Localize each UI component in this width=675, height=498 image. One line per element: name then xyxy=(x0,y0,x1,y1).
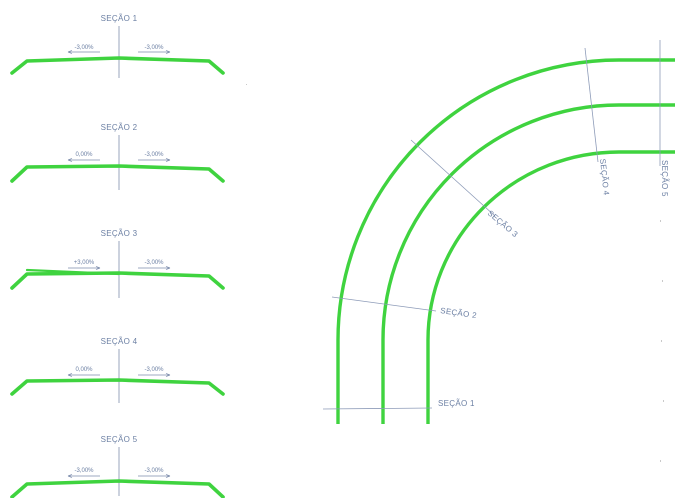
right-slope-arrow xyxy=(138,474,171,478)
road-profile xyxy=(10,479,225,498)
road-centerline xyxy=(381,103,675,424)
section-1-cut-line xyxy=(322,407,433,410)
left-slope-label: 0,00% xyxy=(75,367,93,373)
cross-section-5: SEÇÃO 5 -3,00% -3,00% xyxy=(10,435,225,498)
cross-section-1: SEÇÃO 1 -3,00% -3,00% xyxy=(10,14,225,78)
right-slope-label: -3,00% xyxy=(144,367,164,373)
road-profile xyxy=(10,378,225,396)
left-slope-arrow xyxy=(67,474,100,478)
section-4-cut-line xyxy=(584,47,599,163)
right-slope-arrow xyxy=(138,50,171,54)
left-slope-label: -3,00% xyxy=(74,468,94,474)
left-slope-label: -3,00% xyxy=(74,45,94,51)
left-slope-label: +3,00% xyxy=(74,260,95,266)
plan-view: SEÇÃO 1 SEÇÃO 2 SEÇÃO 3 SEÇÃO 4 SEÇÃO 5 xyxy=(322,40,675,424)
plan-label-section-3: SEÇÃO 3 xyxy=(486,209,520,240)
section-title: SEÇÃO 1 xyxy=(101,14,138,23)
cross-section-4: SEÇÃO 4 0,00% -3,00% xyxy=(10,337,225,403)
section-2-cut-line xyxy=(331,296,437,312)
right-slope-label: -3,00% xyxy=(144,260,164,266)
left-slope-arrow xyxy=(67,158,100,162)
left-slope-arrow xyxy=(67,50,100,54)
left-slope-arrow xyxy=(67,373,100,377)
scan-artifacts xyxy=(246,84,664,462)
road-outer-edge xyxy=(336,58,675,424)
section-title: SEÇÃO 5 xyxy=(101,435,138,444)
plan-label-section-1: SEÇÃO 1 xyxy=(438,399,475,408)
right-slope-arrow xyxy=(138,266,171,270)
plan-label-section-2: SEÇÃO 2 xyxy=(440,306,478,320)
left-slope-arrow xyxy=(68,266,101,270)
road-profile xyxy=(10,271,225,290)
road-profile xyxy=(10,56,225,75)
road-inner-edge xyxy=(426,150,675,424)
road-profile xyxy=(10,164,225,183)
plan-label-section-4: SEÇÃO 4 xyxy=(598,158,611,196)
right-slope-label: -3,00% xyxy=(144,468,164,474)
right-slope-arrow xyxy=(138,158,171,162)
right-slope-arrow xyxy=(138,373,171,377)
section-title: SEÇÃO 4 xyxy=(101,337,138,346)
right-slope-label: -3,00% xyxy=(144,152,164,158)
section-title: SEÇÃO 3 xyxy=(101,229,138,238)
cross-section-2: SEÇÃO 2 0,00% -3,00% xyxy=(10,123,225,190)
plan-label-section-5: SEÇÃO 5 xyxy=(660,160,669,197)
cross-section-3: SEÇÃO 3 +3,00% -3,00% xyxy=(10,229,225,298)
section-title: SEÇÃO 2 xyxy=(101,123,138,132)
section-3-cut-line xyxy=(410,139,496,217)
right-slope-label: -3,00% xyxy=(144,45,164,51)
left-slope-label: 0,00% xyxy=(75,152,93,158)
